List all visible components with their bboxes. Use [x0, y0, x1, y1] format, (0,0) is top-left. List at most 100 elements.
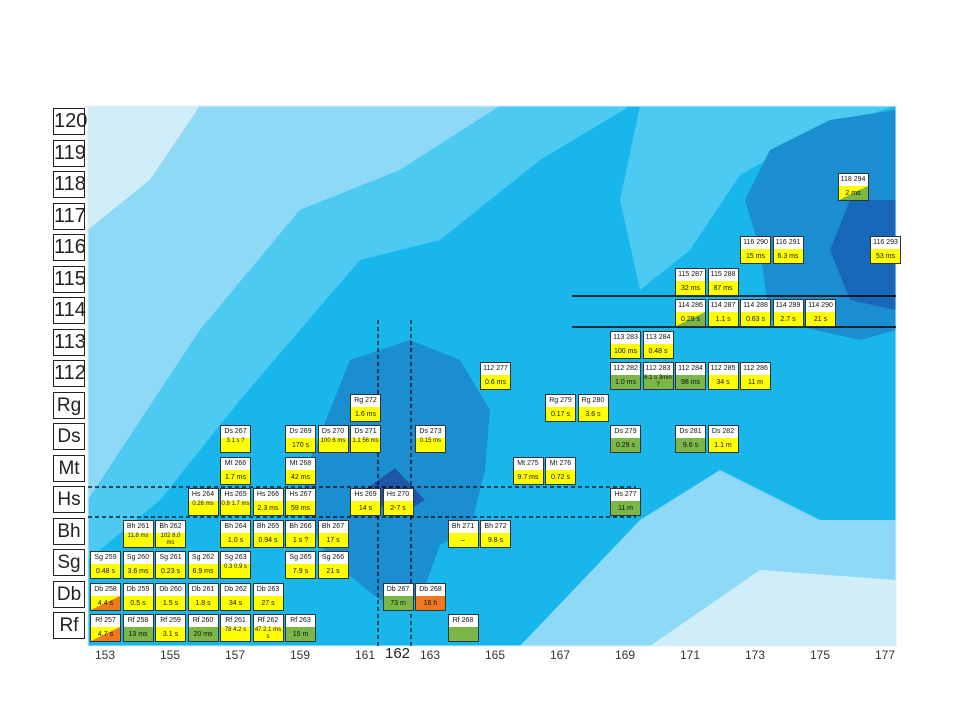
nuclide-cell: Rg 280 3.6 s [577, 393, 609, 422]
half-life-value: 87 ms [708, 280, 738, 295]
half-life-value: 53 ms [871, 249, 900, 263]
nuclide-cell: Hs 265 0.8 1.7 ms [220, 488, 251, 516]
nuclide-label: Db 268 [416, 583, 445, 596]
nuclide-label: Db 267 [383, 583, 413, 596]
nuclide-cell: Db 267 73 m [382, 582, 414, 611]
nuclide-cell: Hs 267 59 ms [285, 488, 316, 516]
nuclide-cell: Rf 262 47 2.1 ms s [252, 614, 284, 642]
nuclide-label: 114 286 [676, 300, 705, 312]
column-label-167: 167 [549, 648, 571, 662]
nuclide-cell: Db 263 27 s [252, 582, 284, 611]
nuclide-label: Rf 268 [448, 615, 478, 627]
half-life-value: 78 4.2 s [221, 627, 250, 641]
nuclide-cell: Bh 265 0.94 s [252, 519, 284, 548]
nuclide-label: Sg 261 [156, 552, 185, 564]
nuclide-cell: Sg 260 3.6 ms [122, 551, 154, 579]
half-life-value: 0.29 s [611, 438, 640, 452]
nuclide-cell: Db 259 0.5 s [122, 582, 154, 611]
column-label-159: 159 [289, 648, 311, 662]
nuclide-cell: Bh 266 1 s ? [285, 519, 316, 548]
nuclide-cell: Hs 270 2-7 s [382, 488, 414, 516]
nuclide-cell: 116 293 53 ms [870, 236, 901, 264]
nuclide-label: Ds 271 [351, 426, 380, 438]
row-label-114: 114 [53, 297, 86, 324]
half-life-value: 2.3 ms [253, 501, 283, 515]
half-life-value: 1.5 s [156, 595, 185, 610]
nuclide-label: Ds 269 [286, 426, 315, 438]
nuclide-label: Db 259 [123, 583, 153, 596]
contour-lightest-bottomright [650, 570, 896, 646]
nuclide-label: 112 284 [676, 363, 705, 375]
column-label-169: 169 [614, 648, 636, 662]
nuclide-label: Sg 259 [91, 552, 120, 564]
half-life-value: 0.63 s [741, 312, 770, 326]
nuclide-cell: 114 287 1.1 s [707, 299, 739, 327]
half-life-value: 0.72 s [546, 469, 575, 484]
nuclide-label: Rf 261 [221, 615, 250, 627]
nuclide-label: 114 289 [773, 300, 803, 312]
nuclide-cell: Bh 262 102 8.0 ms [155, 519, 186, 548]
half-life-value: 0.17 s [546, 406, 575, 421]
nuclide-cell: Hs 264 0.26 ms [187, 488, 219, 516]
nuclide-label: Sg 265 [286, 552, 315, 564]
nuclide-label: Bh 265 [253, 520, 283, 533]
nuclide-cell: Db 262 34 s [220, 582, 251, 611]
nuclide-cell: 114 286 0.29 s [675, 299, 706, 327]
nuclide-cell: Ds 270 100 6 ms [317, 425, 349, 453]
nuclide-label: 115 288 [708, 268, 738, 281]
nuclide-label: 113 283 [611, 331, 640, 344]
row-label-rf: Rf [53, 612, 85, 639]
half-life-value: 0.6 ms [481, 375, 510, 389]
nuclide-cell: Db 261 1.8 s [187, 582, 219, 611]
nuclide-label: Sg 260 [123, 552, 153, 564]
column-label-153: 153 [94, 648, 116, 662]
nuclide-cell: Rf 263 15 m [285, 614, 316, 642]
half-life-value: 100 ms [611, 343, 640, 358]
row-label-118: 118 [53, 171, 86, 198]
nuclide-label: Mt 276 [546, 457, 575, 470]
half-life-value: 6.9 ms [188, 564, 218, 578]
nuclide-cell: Rg 279 0.17 s [545, 393, 576, 422]
half-life-value: 9.8 s [481, 532, 510, 547]
nuclide-label: Rg 272 [351, 394, 380, 407]
nuclide-label: Ds 267 [221, 426, 250, 438]
half-life-value: 9.6 s [676, 438, 705, 452]
nuclide-cell: Mt 275 9.7 ms [512, 456, 544, 485]
nuclide-cell: Sg 263 0.3 0.9 s [220, 551, 251, 579]
row-label-116: 116 [53, 234, 86, 261]
nuclide-label: Db 261 [188, 583, 218, 596]
nuclide-label: Db 260 [156, 583, 185, 596]
half-life-value: 1.6 ms [351, 406, 380, 421]
half-life-value: 34 s [708, 375, 738, 389]
nuclide-label: Rf 258 [123, 615, 153, 627]
half-life-value: 1.7 ms [221, 469, 250, 484]
half-life-value: 1.1 m [708, 438, 738, 452]
plot-frame [87, 105, 897, 647]
nuclide-label: Mt 266 [221, 457, 250, 470]
nuclide-cell: Sg 266 21 s [317, 551, 349, 579]
half-life-value: 0.94 s [253, 532, 283, 547]
row-label-sg: Sg [53, 549, 85, 576]
half-life-value: 17 s [318, 532, 348, 547]
row-label-rg: Rg [53, 391, 85, 419]
nuclide-cell: Hs 266 2.3 ms [252, 488, 284, 516]
nuclide-label: Mt 275 [513, 457, 543, 470]
half-life-value: 0.26 ms [188, 501, 218, 515]
half-life-value: 9.7 ms [513, 469, 543, 484]
half-life-value: 11 m [741, 375, 770, 389]
nuclide-cell: 112 277 0.6 ms [480, 362, 511, 390]
row-label-db: Db [53, 580, 85, 608]
nuclide-label: Hs 265 [221, 489, 250, 501]
nuclide-cell: Ds 281 9.6 s [675, 425, 706, 453]
nuclide-cell: Ds 269 170 s [285, 425, 316, 453]
nuclide-label: Bh 261 [123, 520, 153, 533]
half-life-value: 13 ms [123, 627, 153, 641]
half-life-value: 0.48 s [91, 564, 120, 578]
half-life-value: 7.9 s [286, 564, 315, 578]
nuclide-cell: Bh 264 1.0 s [220, 519, 251, 548]
nuclide-label: 118 294 [838, 174, 868, 186]
nuclide-label: 116 291 [773, 237, 803, 249]
nuclide-label: Bh 262 [156, 520, 185, 533]
nuclide-label: Hs 267 [286, 489, 315, 501]
half-life-value: 42 ms [286, 469, 315, 484]
